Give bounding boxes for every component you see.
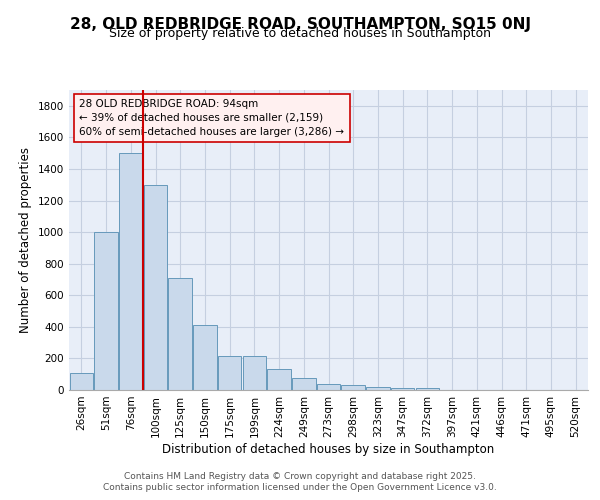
Bar bbox=[292, 378, 316, 390]
Text: Size of property relative to detached houses in Southampton: Size of property relative to detached ho… bbox=[109, 28, 491, 40]
Bar bbox=[218, 356, 241, 390]
Text: 28 OLD REDBRIDGE ROAD: 94sqm
← 39% of detached houses are smaller (2,159)
60% of: 28 OLD REDBRIDGE ROAD: 94sqm ← 39% of de… bbox=[79, 99, 344, 137]
Bar bbox=[169, 278, 192, 390]
Bar bbox=[94, 232, 118, 390]
Y-axis label: Number of detached properties: Number of detached properties bbox=[19, 147, 32, 333]
Bar bbox=[119, 153, 143, 390]
X-axis label: Distribution of detached houses by size in Southampton: Distribution of detached houses by size … bbox=[163, 442, 494, 456]
Bar bbox=[391, 388, 415, 390]
Bar bbox=[144, 184, 167, 390]
Bar bbox=[70, 372, 93, 390]
Bar bbox=[416, 388, 439, 390]
Bar bbox=[242, 356, 266, 390]
Bar bbox=[317, 384, 340, 390]
Bar bbox=[366, 387, 389, 390]
Bar bbox=[268, 368, 291, 390]
Text: 28, OLD REDBRIDGE ROAD, SOUTHAMPTON, SO15 0NJ: 28, OLD REDBRIDGE ROAD, SOUTHAMPTON, SO1… bbox=[70, 18, 530, 32]
Bar bbox=[341, 386, 365, 390]
Bar bbox=[193, 326, 217, 390]
Text: Contains HM Land Registry data © Crown copyright and database right 2025.
Contai: Contains HM Land Registry data © Crown c… bbox=[103, 472, 497, 492]
